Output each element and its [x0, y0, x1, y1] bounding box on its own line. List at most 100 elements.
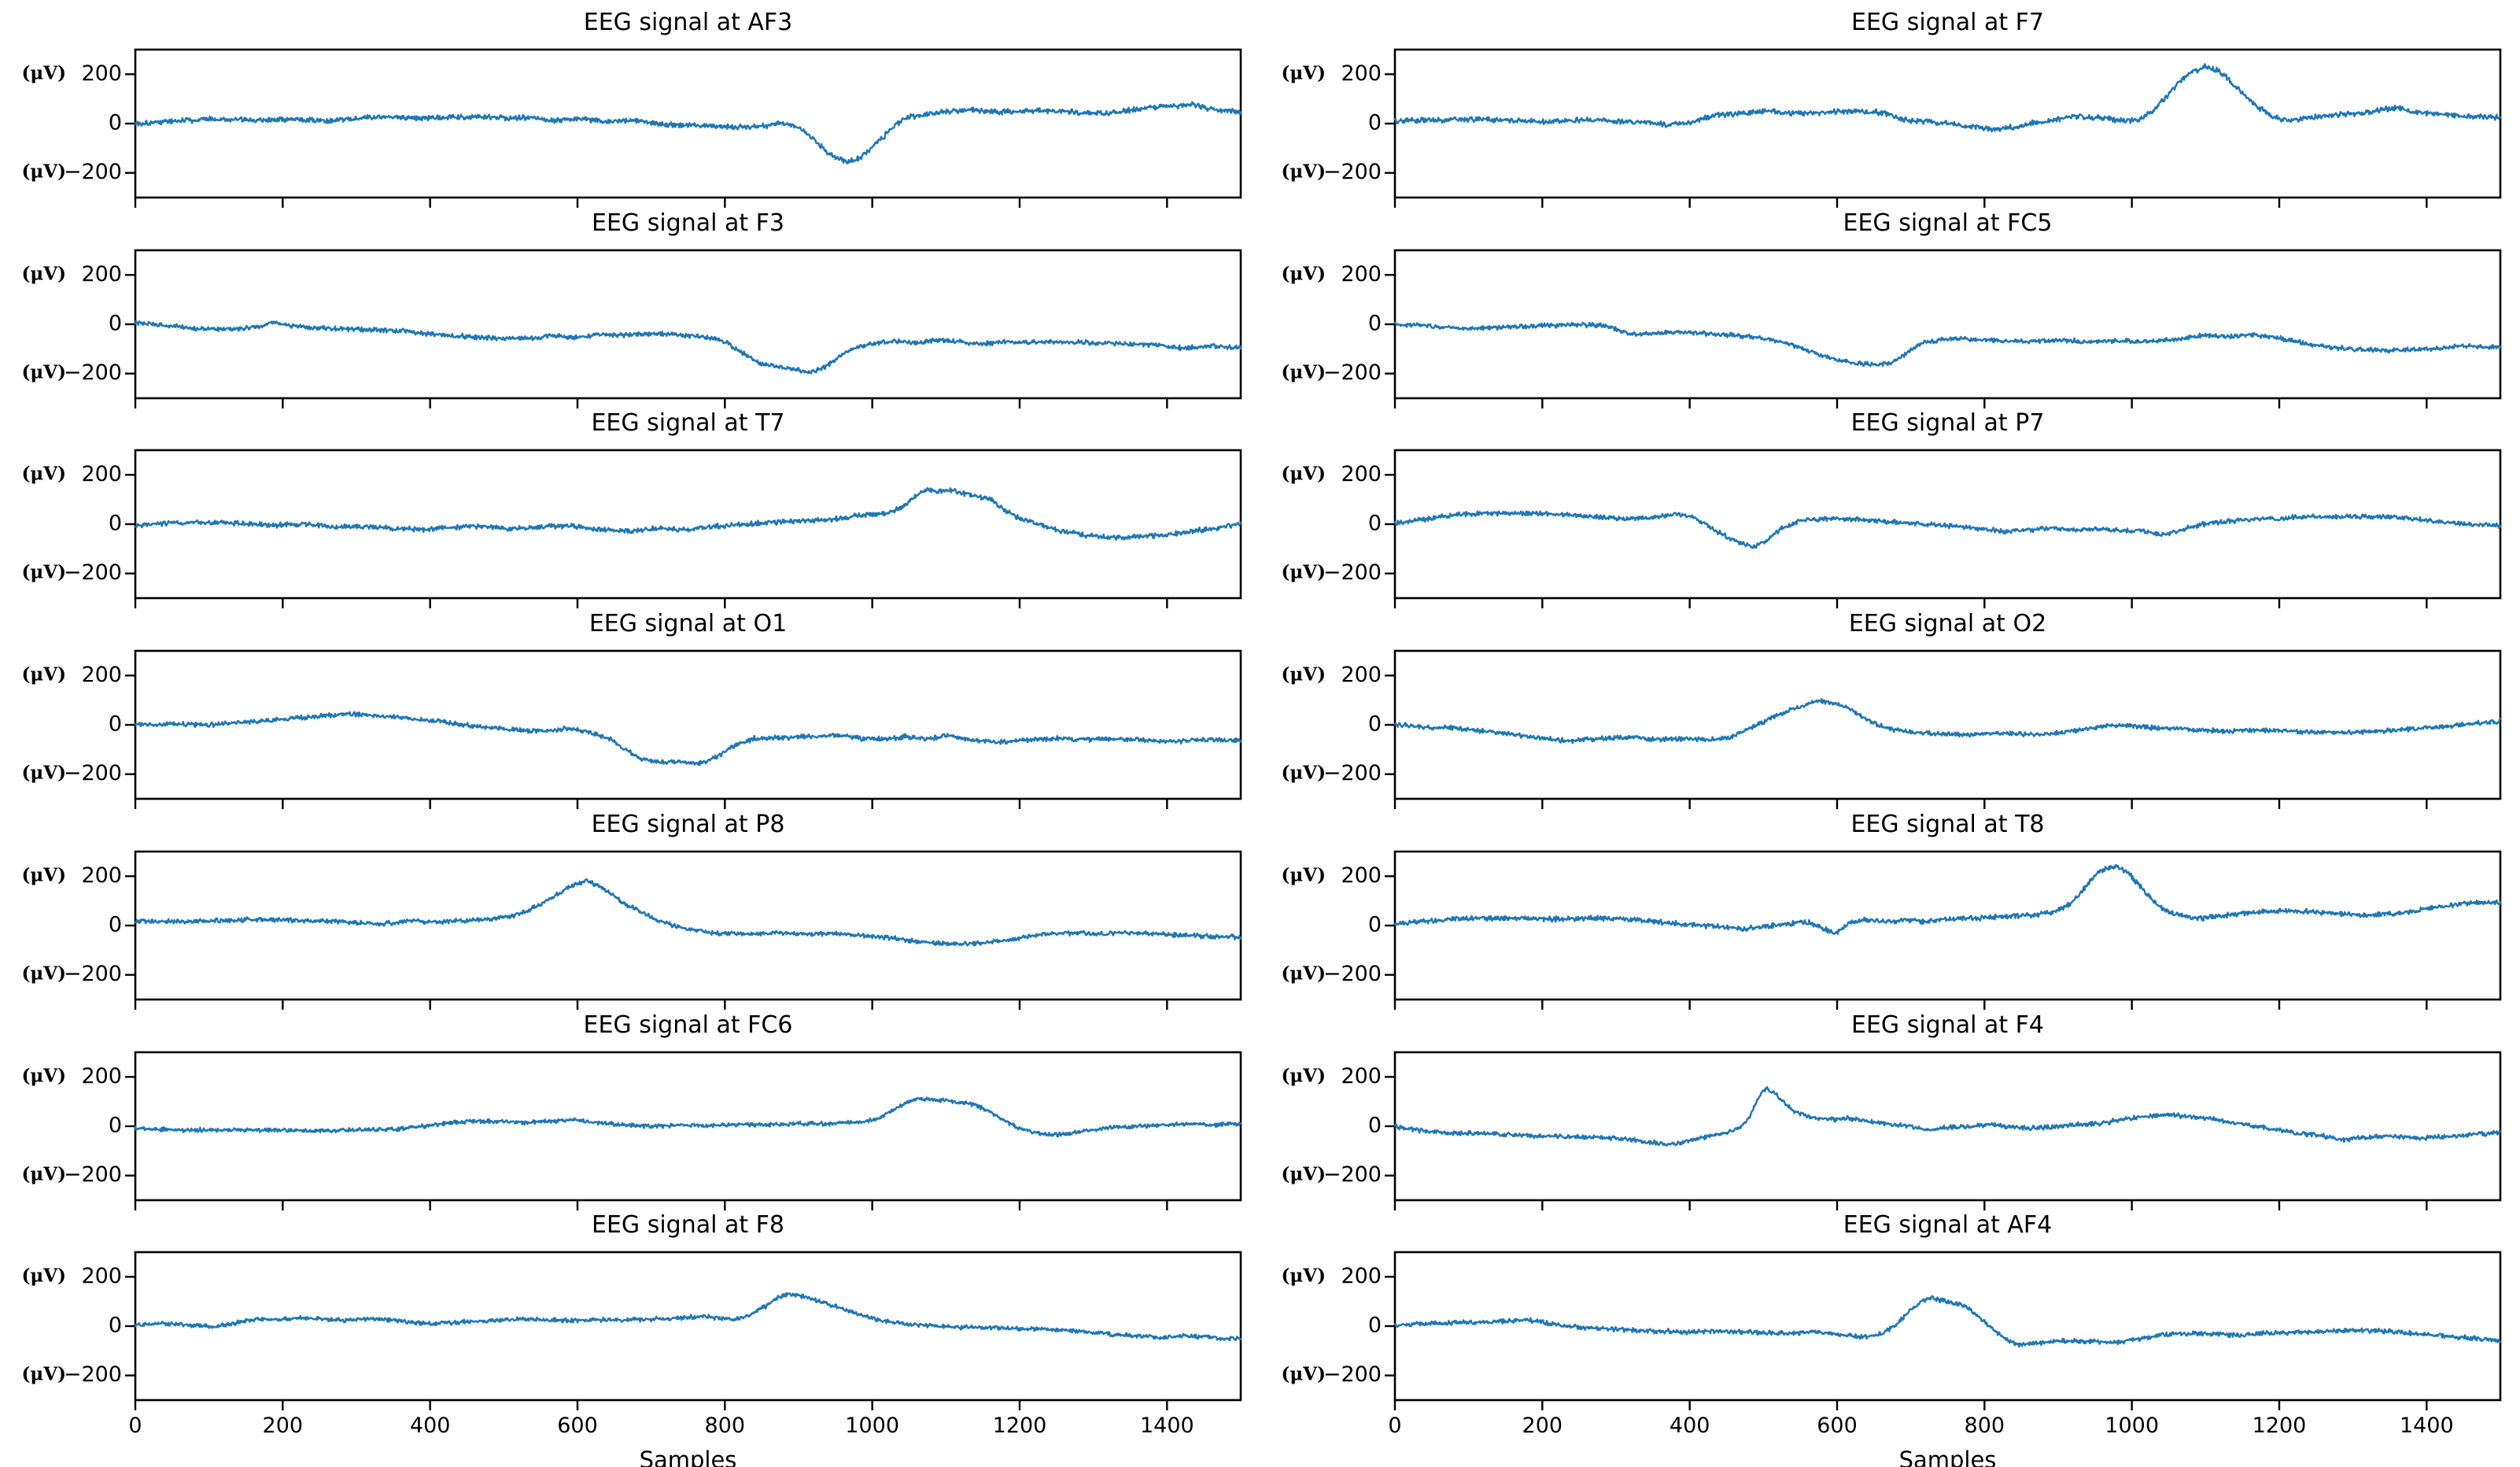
y-axis-unit-label: (μV)	[22, 963, 66, 985]
y-axis-unit-label: (μV)	[22, 1164, 66, 1185]
y-tick-label: −200	[1323, 962, 1382, 986]
y-tick-label: 0	[109, 1114, 122, 1138]
y-tick-label: 200	[1341, 262, 1382, 286]
y-tick-label: 0	[1368, 712, 1382, 737]
x-tick-label: 400	[1670, 1413, 1710, 1438]
y-tick-label: −200	[1323, 560, 1382, 585]
y-axis-unit-label: (μV)	[1282, 864, 1326, 885]
y-axis-unit-label: (μV)	[22, 463, 66, 484]
y-axis-unit-label: (μV)	[1282, 1065, 1326, 1086]
y-axis-unit-label: (μV)	[22, 763, 66, 784]
subplot-title-t8: EEG signal at T8	[1850, 811, 2044, 838]
y-tick-label: 0	[109, 712, 122, 737]
subplot-p7: EEG signal at P7 200 (μV) 0 −200 (μV)	[1260, 401, 2519, 672]
subplot-fc6: EEG signal at FC6 200 (μV) 0 −200 (μV)	[0, 1003, 1260, 1274]
y-tick-label: 0	[109, 1314, 122, 1338]
y-axis-unit-label: (μV)	[22, 663, 66, 685]
eeg-trace-af4	[1393, 1295, 2502, 1348]
y-tick-label: −200	[64, 1362, 122, 1387]
axes-box	[134, 1251, 1242, 1402]
y-tick-label: 200	[1341, 1264, 1382, 1288]
axes-box	[1393, 1051, 2502, 1202]
y-tick-label: 200	[81, 1264, 122, 1288]
y-tick-label: 200	[81, 462, 122, 486]
subplot-o1: EEG signal at O1 200 (μV) 0 −200 (μV)	[0, 601, 1260, 873]
y-axis-unit-label: (μV)	[22, 864, 66, 885]
eeg-trace-p8	[134, 878, 1242, 947]
subplot-p8: EEG signal at P8 200 (μV) 0 −200 (μV)	[0, 802, 1260, 1073]
eeg-trace-t8	[1393, 864, 2502, 935]
subplot-title-t7: EEG signal at T7	[591, 409, 784, 437]
y-tick-label: 200	[1341, 863, 1382, 888]
x-tick-label: 1400	[2400, 1413, 2454, 1438]
eeg-trace-t7	[134, 486, 1242, 541]
x-tick-label: 0	[128, 1413, 142, 1438]
subplot-title-f7: EEG signal at F7	[1851, 9, 2044, 36]
y-tick-label: −200	[64, 160, 122, 184]
subplot-fc5: EEG signal at FC5 200 (μV) 0 −200 (μV)	[1260, 201, 2519, 472]
y-axis-unit-label: (μV)	[1282, 1265, 1326, 1286]
y-axis-unit-label: (μV)	[1282, 263, 1326, 284]
y-tick-label: 200	[1341, 61, 1382, 86]
y-tick-label: 0	[109, 312, 122, 336]
y-tick-label: 200	[81, 262, 122, 286]
subplot-title-o1: EEG signal at O1	[589, 610, 787, 637]
y-tick-label: 0	[1368, 1114, 1382, 1138]
subplot-title-p8: EEG signal at P8	[592, 811, 785, 838]
x-tick-label: 800	[1965, 1413, 2005, 1438]
y-tick-label: −200	[1323, 761, 1382, 785]
y-axis-unit-label: (μV)	[22, 562, 66, 583]
subplot-title-f3: EEG signal at F3	[592, 209, 784, 237]
y-tick-label: −200	[1323, 160, 1382, 184]
subplot-title-f8: EEG signal at F8	[592, 1211, 784, 1239]
y-tick-label: −200	[1323, 1162, 1382, 1187]
x-tick-label: 200	[1522, 1413, 1563, 1438]
axes-box	[1393, 649, 2502, 800]
x-tick-label: 200	[263, 1413, 304, 1438]
y-axis-unit-label: (μV)	[1282, 663, 1326, 685]
y-tick-label: 0	[109, 111, 122, 135]
y-axis-unit-label: (μV)	[1282, 62, 1326, 83]
x-tick-label: 600	[1817, 1413, 1858, 1438]
axes-box	[134, 850, 1242, 1001]
eeg-trace-o1	[134, 711, 1242, 767]
y-tick-label: 200	[1341, 663, 1382, 687]
subplot-title-fc6: EEG signal at FC6	[584, 1011, 793, 1039]
axes-box	[134, 249, 1242, 400]
y-axis-unit-label: (μV)	[1282, 1164, 1326, 1185]
y-axis-unit-label: (μV)	[22, 1065, 66, 1086]
y-tick-label: 0	[109, 913, 122, 937]
x-axis-label: Samples	[1899, 1447, 1997, 1467]
x-axis-label: Samples	[640, 1447, 737, 1467]
y-tick-label: 200	[81, 663, 122, 687]
axes-box	[134, 649, 1242, 800]
subplot-title-o2: EEG signal at O2	[1849, 610, 2046, 637]
eeg-trace-f3	[134, 320, 1242, 375]
eeg-trace-f7	[1393, 63, 2502, 133]
subplot-title-p7: EEG signal at P7	[1851, 409, 2045, 437]
x-tick-label: 400	[410, 1413, 451, 1438]
subplot-t7: EEG signal at T7 200 (μV) 0 −200 (μV)	[0, 401, 1260, 672]
axes-box	[1393, 449, 2502, 600]
x-tick-label: 1200	[2253, 1413, 2307, 1438]
subplot-af4: EEG signal at AF4 200 (μV) 0 −200 (μV) 0 200 400…	[1260, 1203, 2519, 1467]
y-axis-unit-label: (μV)	[1282, 161, 1326, 183]
y-tick-label: 0	[109, 512, 122, 536]
y-axis-unit-label: (μV)	[1282, 463, 1326, 484]
y-axis-unit-label: (μV)	[22, 62, 66, 83]
y-tick-label: 0	[1368, 111, 1382, 135]
y-tick-label: −200	[64, 360, 122, 385]
eeg-trace-f4	[1393, 1086, 2502, 1147]
eeg-trace-fc6	[134, 1096, 1242, 1138]
y-tick-label: 0	[1368, 913, 1382, 937]
